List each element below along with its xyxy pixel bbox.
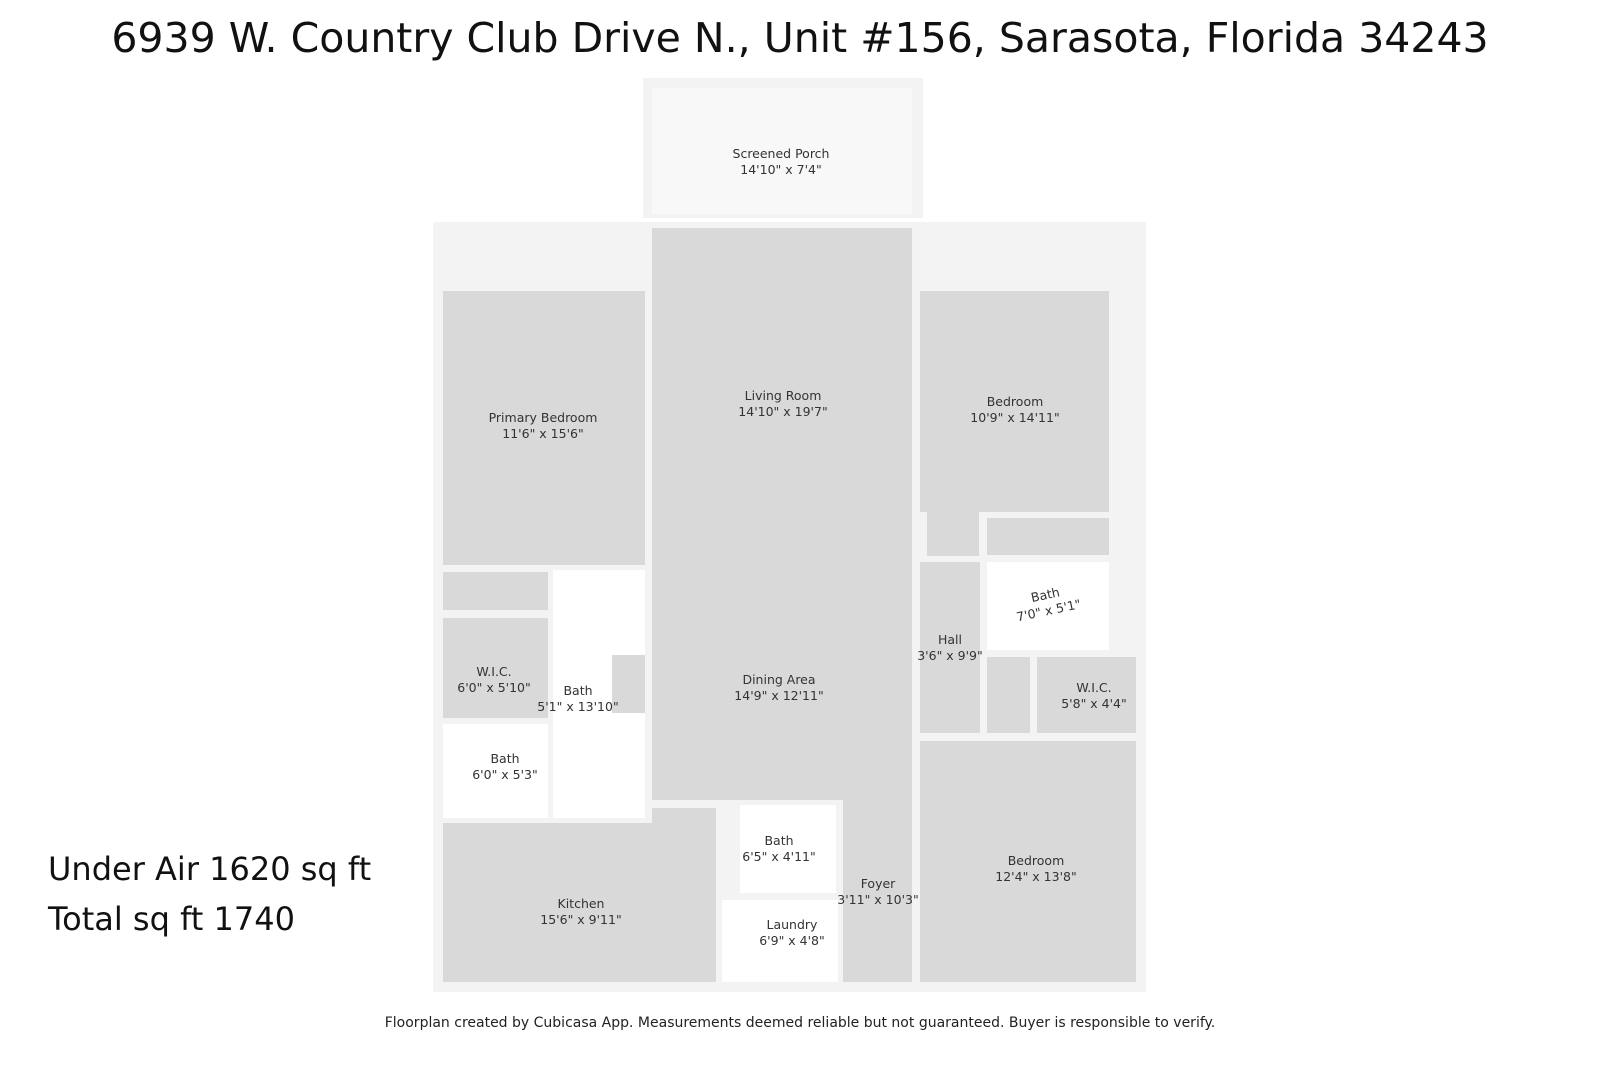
room-dimensions: 12'4" x 13'8" [995, 869, 1077, 884]
room-label: Living Room 14'10" x 19'7" [738, 388, 827, 420]
room-dimensions: 6'5" x 4'11" [742, 849, 816, 864]
closet [443, 572, 548, 610]
room-name: Kitchen [557, 896, 605, 911]
room-name: Bedroom [986, 394, 1044, 409]
room-name: W.I.C. [1076, 680, 1112, 695]
room-dimensions: 5'1" x 13'10" [537, 699, 619, 714]
room-name: Living Room [744, 388, 822, 403]
room-primary-bedroom [443, 291, 645, 565]
page-title: 6939 W. Country Club Drive N., Unit #156… [111, 14, 1489, 62]
closet [927, 512, 979, 556]
room-bath-3 [740, 805, 836, 893]
room-label: Bath 5'1" x 13'10" [537, 683, 618, 715]
room-label: Bedroom 12'4" x 13'8" [995, 853, 1076, 885]
room-name: Hall [937, 632, 962, 647]
room-label: Bath 6'5" x 4'11" [742, 833, 815, 865]
room-dimensions: 3'6" x 9'9" [917, 648, 983, 663]
room-name: Dining Area [742, 672, 816, 687]
total-area: Total sq ft 1740 [48, 900, 295, 938]
closet [987, 518, 1109, 555]
room-dimensions: 6'0" x 5'3" [472, 767, 538, 782]
room-dimensions: 10'9" x 14'11" [970, 410, 1060, 425]
room-name: Laundry [766, 917, 818, 932]
room-screened-porch [652, 88, 912, 214]
room-dimensions: 15'6" x 9'11" [540, 912, 622, 927]
room-kitchen [443, 823, 716, 982]
room-dimensions: 14'9" x 12'11" [734, 688, 824, 703]
room-dimensions: 14'10" x 7'4" [740, 162, 822, 177]
room-foyer [843, 800, 912, 982]
room-bedroom-1 [920, 291, 1109, 512]
room-label: W.I.C. 5'8" x 4'4" [1061, 680, 1127, 712]
room-dimensions: 6'9" x 4'8" [759, 933, 825, 948]
room-dimensions: 5'8" x 4'4" [1061, 696, 1127, 711]
room-label: Bedroom 10'9" x 14'11" [970, 394, 1059, 426]
under-air-area: Under Air 1620 sq ft [48, 850, 372, 888]
room-dimensions: 3'11" x 10'3" [837, 892, 919, 907]
room-name: Bath [490, 751, 520, 766]
room-label: Dining Area 14'9" x 12'11" [734, 672, 823, 704]
room-name: Bath [563, 683, 593, 698]
room-label: Screened Porch 14'10" x 7'4" [733, 146, 830, 178]
room-label: Hall 3'6" x 9'9" [917, 632, 983, 664]
room-label: Foyer 3'11" x 10'3" [837, 876, 918, 908]
room-bath-2 [443, 724, 548, 818]
room-name: W.I.C. [476, 664, 512, 679]
room-label: Primary Bedroom 11'6" x 15'6" [489, 410, 598, 442]
room-dimensions: 11'6" x 15'6" [502, 426, 584, 441]
disclaimer: Floorplan created by Cubicasa App. Measu… [384, 1015, 1216, 1031]
room-dimensions: 6'0" x 5'10" [457, 680, 531, 695]
room-name: Bedroom [1007, 853, 1065, 868]
closet [987, 657, 1030, 733]
room-laundry [722, 900, 838, 982]
room-label: Bath 6'0" x 5'3" [472, 751, 538, 783]
kitchen-nook [652, 808, 716, 828]
room-name: Bath [764, 833, 794, 848]
room-hall [920, 562, 980, 733]
room-name: Primary Bedroom [488, 410, 598, 425]
room-wic-2 [1037, 657, 1136, 733]
room-living-dining [652, 228, 912, 800]
vanity [612, 655, 645, 713]
room-bedroom-2 [920, 741, 1136, 982]
room-bath-4 [987, 562, 1109, 650]
room-dimensions: 14'10" x 19'7" [738, 404, 828, 419]
room-name: Foyer [860, 876, 896, 891]
room-label: Kitchen 15'6" x 9'11" [540, 896, 621, 928]
room-label: Laundry 6'9" x 4'8" [759, 917, 825, 949]
room-label: W.I.C. 6'0" x 5'10" [457, 664, 530, 696]
room-wic-primary [443, 618, 548, 718]
room-name: Screened Porch [732, 146, 830, 161]
